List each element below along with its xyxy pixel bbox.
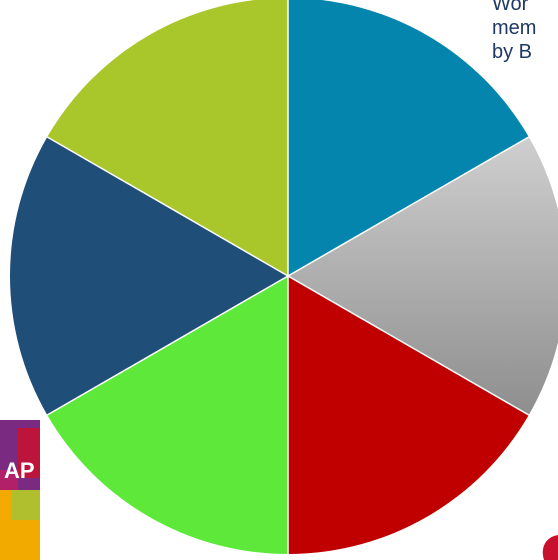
pie-slice [9, 137, 288, 415]
corner-logo: AP [0, 420, 40, 560]
slice-divider [46, 136, 289, 277]
pie-slice [288, 137, 558, 415]
background-text-line: mem [492, 17, 537, 39]
background-text-line: by B [492, 41, 533, 63]
background-text: Wor mem by B [492, 0, 536, 64]
background-text-line: Wor [492, 0, 529, 15]
slice-divider [46, 275, 289, 416]
pie-slices [9, 0, 558, 554]
slice-divider [287, 275, 530, 416]
pie-slice [47, 276, 288, 554]
pie-slice [288, 276, 529, 554]
pie-dividers [46, 0, 530, 554]
slice-divider [287, 136, 530, 277]
pie-slice [288, 0, 529, 276]
corner-decoration [542, 535, 558, 560]
svg-text:AP: AP [4, 458, 35, 483]
pie-slice [47, 0, 288, 276]
